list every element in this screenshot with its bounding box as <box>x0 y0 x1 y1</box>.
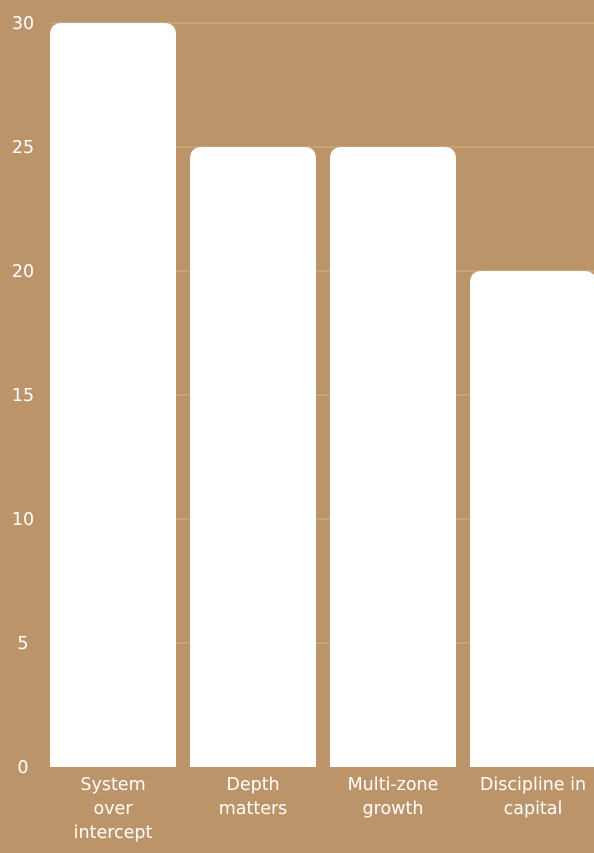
y-tick-label: 30 <box>12 14 34 34</box>
x-category-label-line: matters <box>219 799 288 819</box>
x-category-label-line: Depth <box>226 775 279 795</box>
y-axis-tick-labels: 0 5 10 15 20 25 30 <box>12 14 34 778</box>
x-category-label-line: capital <box>504 799 563 819</box>
y-tick-label: 10 <box>12 510 34 530</box>
y-tick-label: 5 <box>17 634 28 654</box>
y-tick-label: 25 <box>12 138 34 158</box>
x-category-label: Depth matters <box>219 775 288 819</box>
x-category-label-line: growth <box>363 799 424 819</box>
bar-2 <box>190 147 316 767</box>
y-tick-label: 0 <box>17 758 28 778</box>
bar-3 <box>330 147 456 767</box>
bar-4 <box>470 271 594 767</box>
x-category-label: Discipline in capital <box>480 775 586 819</box>
x-category-label: System over intercept <box>74 775 153 843</box>
x-category-label-line: Discipline in <box>480 775 586 795</box>
x-category-label: Multi-zone growth <box>348 775 439 819</box>
x-axis-category-labels: System over intercept Depth matters Multi-zon… <box>74 775 586 843</box>
x-category-label-line: intercept <box>74 823 153 843</box>
y-tick-label: 15 <box>12 386 34 406</box>
x-category-label-line: Multi-zone <box>348 775 439 795</box>
x-category-label-line: over <box>93 799 133 819</box>
y-tick-label: 20 <box>12 262 34 282</box>
x-category-label-line: System <box>80 775 145 795</box>
bars <box>50 23 594 767</box>
bar-1 <box>50 23 176 767</box>
